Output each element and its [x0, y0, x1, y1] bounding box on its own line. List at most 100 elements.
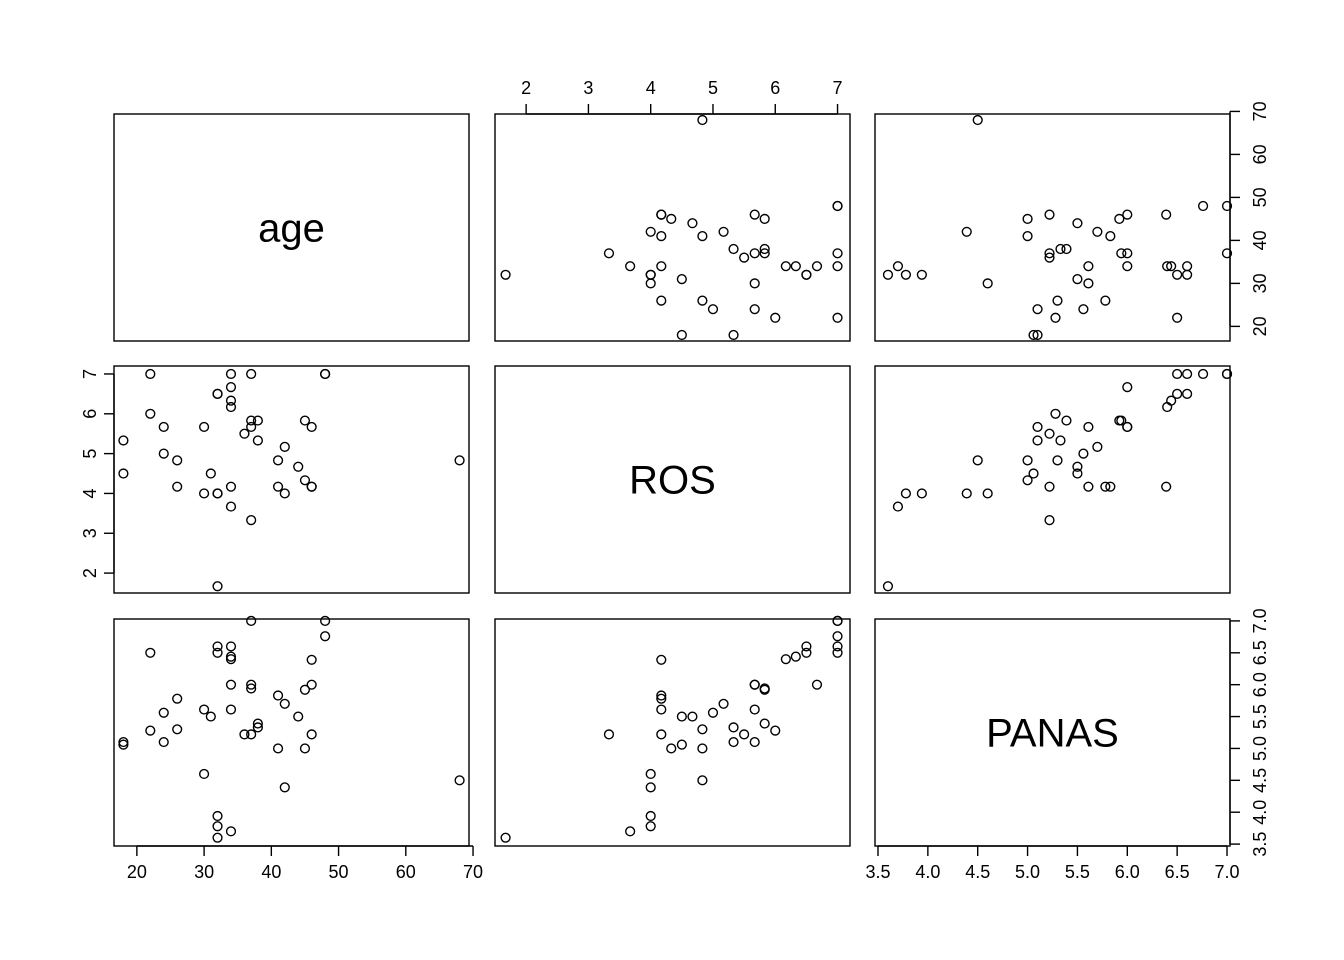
point-PANAS-vs-age-22 — [252, 722, 263, 733]
point-age-vs-PANAS-34 — [1166, 261, 1177, 272]
point-age-vs-PANAS-36 — [1182, 269, 1193, 280]
point-age-vs-ROS-39 — [832, 312, 843, 323]
point-ROS-vs-age-10 — [279, 488, 290, 499]
point-ROS-vs-PANAS-1 — [972, 455, 983, 466]
point-age-vs-PANAS-12 — [1100, 295, 1111, 306]
tick-label-PANAS-bottom: 5.5 — [1065, 862, 1090, 882]
point-PANAS-vs-age-17 — [293, 711, 304, 722]
tick-label-age-bottom: 20 — [127, 862, 147, 882]
tick-label-PANAS-right: 6.5 — [1250, 640, 1270, 665]
point-PANAS-vs-ROS-8 — [656, 704, 667, 715]
point-age-vs-ROS-42 — [832, 261, 843, 272]
point-PANAS-vs-ROS-6 — [645, 810, 656, 822]
point-ROS-vs-age-4 — [225, 501, 237, 512]
point-age-vs-PANAS-29 — [1116, 248, 1127, 259]
point-PANAS-vs-ROS-28 — [759, 718, 770, 729]
point-ROS-vs-PANAS-12 — [1100, 481, 1111, 492]
point-PANAS-vs-age-20 — [279, 698, 290, 709]
point-age-vs-ROS-31 — [770, 312, 781, 323]
tick-label-PANAS-right: 4.5 — [1250, 768, 1270, 793]
point-age-vs-ROS-32 — [749, 278, 760, 289]
point-ROS-vs-PANAS-9 — [1044, 481, 1055, 492]
point-ROS-vs-age-14 — [299, 475, 311, 486]
point-age-vs-ROS-19 — [697, 231, 708, 242]
tick-label-PANAS-bottom: 6.0 — [1115, 862, 1140, 882]
tick-label-PANAS-right: 6.0 — [1250, 672, 1270, 697]
point-age-vs-ROS-41 — [832, 200, 843, 212]
point-age-vs-PANAS-22 — [1055, 243, 1066, 255]
point-age-vs-ROS-11 — [656, 209, 667, 220]
point-PANAS-vs-age-5 — [212, 821, 223, 832]
point-ROS-vs-PANAS-35 — [1172, 388, 1183, 399]
point-PANAS-vs-age-24 — [239, 729, 250, 740]
point-PANAS-vs-age-19 — [272, 743, 284, 754]
panel-age-vs-ROS — [494, 113, 851, 342]
point-PANAS-vs-age-35 — [212, 647, 223, 658]
point-age-vs-PANAS-10 — [961, 226, 972, 237]
point-PANAS-vs-age-14 — [299, 743, 311, 754]
point-PANAS-vs-ROS-36 — [801, 641, 812, 652]
point-PANAS-vs-age-25 — [246, 679, 257, 690]
tick-label-age-right: 70 — [1250, 101, 1270, 121]
point-ROS-vs-age-24 — [239, 428, 250, 439]
point-age-vs-PANAS-18 — [1052, 295, 1063, 306]
point-age-vs-ROS-12 — [656, 295, 667, 306]
point-PANAS-vs-age-11 — [306, 654, 317, 665]
point-age-vs-PANAS-14 — [1022, 213, 1033, 225]
point-age-vs-PANAS-28 — [1061, 243, 1072, 255]
point-ROS-vs-PANAS-31 — [1050, 408, 1061, 419]
tick-label-ROS-top: 6 — [770, 78, 780, 98]
point-age-vs-ROS-7 — [645, 278, 656, 289]
point-age-vs-ROS-33 — [780, 261, 791, 272]
point-age-vs-PANAS-11 — [1161, 209, 1172, 220]
point-age-vs-PANAS-42 — [1182, 261, 1193, 272]
point-age-vs-PANAS-35 — [1172, 269, 1183, 280]
point-age-vs-PANAS-2 — [882, 269, 894, 280]
point-age-vs-ROS-4 — [625, 261, 636, 272]
point-ROS-vs-PANAS-17 — [1072, 461, 1083, 472]
point-ROS-vs-PANAS-30 — [1114, 415, 1125, 426]
point-PANAS-vs-ROS-26 — [749, 736, 760, 748]
point-age-vs-PANAS-40 — [1221, 200, 1233, 212]
point-PANAS-vs-age-18 — [172, 724, 183, 735]
point-ROS-vs-age-28 — [252, 415, 263, 426]
tick-label-ROS-left: 6 — [80, 409, 100, 419]
point-PANAS-vs-ROS-7 — [645, 768, 656, 780]
point-ROS-vs-age-17 — [293, 461, 304, 472]
point-ROS-vs-age-32 — [198, 421, 210, 433]
point-ROS-vs-age-37 — [225, 382, 237, 393]
point-ROS-vs-PANAS-6 — [916, 488, 927, 499]
point-PANAS-vs-age-36 — [212, 641, 223, 652]
point-age-vs-PANAS-7 — [982, 278, 993, 289]
point-PANAS-vs-age-13 — [272, 690, 284, 701]
tick-label-age-bottom: 40 — [261, 862, 281, 882]
point-PANAS-vs-ROS-19 — [697, 743, 708, 754]
point-ROS-vs-age-7 — [198, 488, 210, 499]
point-ROS-vs-age-2 — [212, 581, 223, 592]
point-ROS-vs-age-38 — [246, 368, 257, 380]
point-age-vs-PANAS-38 — [1221, 248, 1233, 259]
point-age-vs-ROS-24 — [739, 252, 750, 263]
point-PANAS-vs-ROS-14 — [666, 743, 677, 754]
point-PANAS-vs-ROS-15 — [676, 711, 687, 722]
point-PANAS-vs-age-2 — [212, 832, 223, 843]
point-age-vs-PANAS-41 — [1197, 200, 1209, 212]
point-ROS-vs-PANAS-21 — [1078, 448, 1089, 459]
point-ROS-vs-age-13 — [272, 481, 284, 492]
point-ROS-vs-PANAS-34 — [1166, 395, 1177, 406]
tick-label-PANAS-right: 5.5 — [1250, 704, 1270, 729]
tick-label-ROS-left: 3 — [80, 528, 100, 538]
point-PANAS-vs-age-26 — [158, 736, 169, 748]
point-ROS-vs-PANAS-11 — [1161, 481, 1172, 492]
tick-label-PANAS-bottom: 4.5 — [965, 862, 990, 882]
tick-label-age-bottom: 70 — [463, 862, 483, 882]
tick-label-PANAS-bottom: 7.0 — [1214, 862, 1239, 882]
point-PANAS-vs-age-3 — [246, 729, 257, 740]
point-age-vs-ROS-14 — [666, 213, 677, 225]
point-age-vs-ROS-3 — [603, 248, 615, 259]
point-PANAS-vs-ROS-34 — [790, 651, 801, 662]
tick-label-PANAS-right: 4.0 — [1250, 800, 1270, 825]
point-age-vs-ROS-1 — [697, 114, 708, 126]
point-PANAS-vs-ROS-24 — [739, 729, 750, 740]
point-age-vs-ROS-16 — [676, 329, 687, 341]
